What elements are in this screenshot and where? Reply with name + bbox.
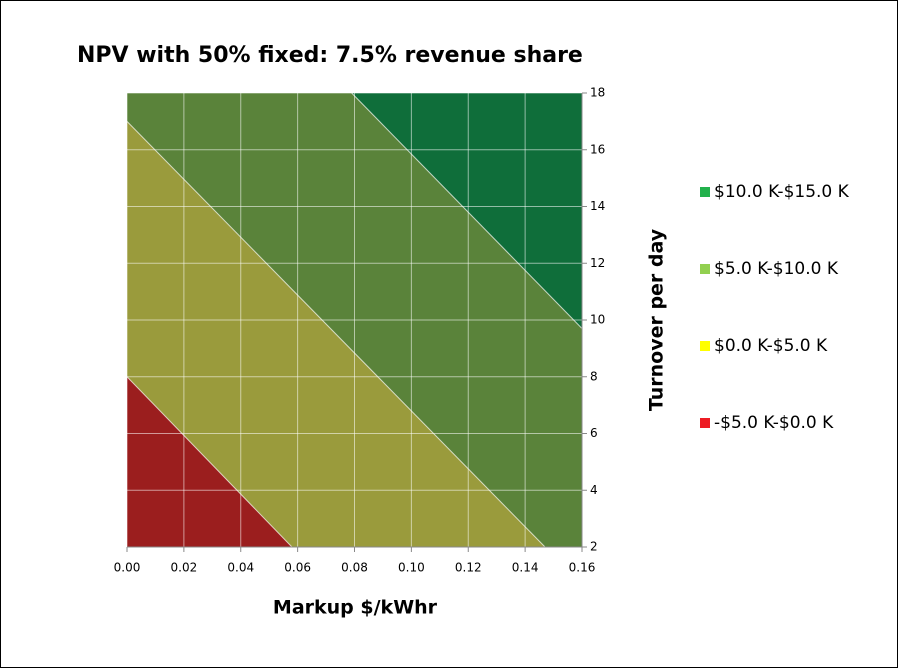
y-tick-label: 8 bbox=[590, 369, 598, 383]
legend-label: -$5.0 K-$0.0 K bbox=[714, 413, 834, 433]
legend-label: $5.0 K-$10.0 K bbox=[714, 259, 839, 279]
x-tick-label: 0.08 bbox=[341, 561, 368, 575]
legend-label: $0.0 K-$5.0 K bbox=[714, 336, 828, 356]
x-tick-label: 0.02 bbox=[171, 561, 198, 575]
y-tick-label: 10 bbox=[590, 313, 605, 327]
chart-title: NPV with 50% fixed: 7.5% revenue share bbox=[77, 43, 583, 68]
legend-swatch bbox=[700, 264, 710, 274]
x-axis-label: Markup $/kWhr bbox=[273, 597, 438, 619]
legend-label: $10.0 K-$15.0 K bbox=[714, 182, 850, 202]
contour-line bbox=[126, 376, 293, 548]
y-tick-label: 16 bbox=[590, 142, 605, 156]
y-tick-label: 2 bbox=[590, 540, 598, 554]
x-tick-label: 0.06 bbox=[284, 561, 311, 575]
y-tick-label: 18 bbox=[590, 86, 605, 100]
y-tick-label: 4 bbox=[590, 483, 598, 497]
legend-swatch bbox=[700, 187, 710, 197]
contour-line bbox=[126, 121, 546, 548]
x-tick-label: 0.10 bbox=[398, 561, 425, 575]
legend-swatch bbox=[700, 418, 710, 428]
x-tick-label: 0.12 bbox=[455, 561, 482, 575]
x-tick-label: 0.16 bbox=[569, 561, 596, 575]
y-tick-label: 6 bbox=[590, 426, 598, 440]
x-tick-label: 0.04 bbox=[227, 561, 254, 575]
y-tick-label: 12 bbox=[590, 256, 605, 270]
x-tick-label: 0.00 bbox=[114, 561, 141, 575]
y-tick-label: 14 bbox=[590, 199, 605, 213]
y-axis-label: Turnover per day bbox=[646, 228, 668, 411]
contour-line bbox=[351, 92, 583, 329]
legend-swatch bbox=[700, 341, 710, 351]
x-tick-label: 0.14 bbox=[512, 561, 539, 575]
